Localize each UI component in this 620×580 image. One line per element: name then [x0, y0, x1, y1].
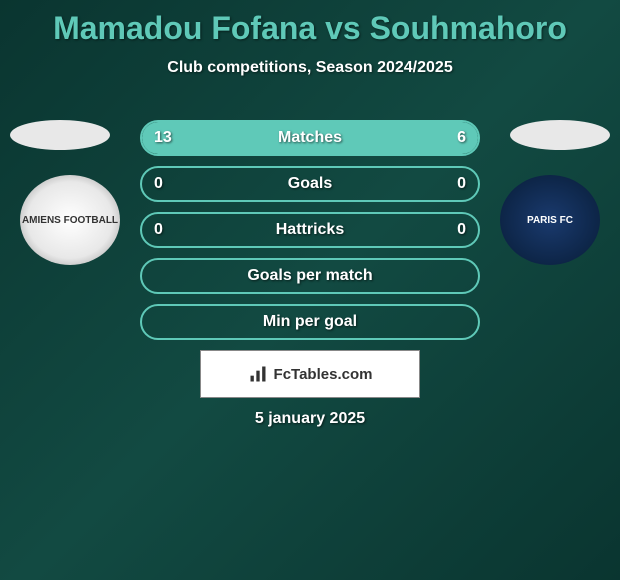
club-badge-right: PARIS FC [500, 175, 600, 265]
stat-label: Goals [142, 175, 478, 193]
club-badge-left: AMIENS FOOTBALL [20, 175, 120, 265]
page-title: Mamadou Fofana vs Souhmahoro [0, 0, 620, 47]
stat-label: Matches [142, 129, 478, 147]
stat-row-hattricks: 0 Hattricks 0 [140, 212, 480, 248]
stat-row-matches: 13 Matches 6 [140, 120, 480, 156]
stat-value-right: 0 [457, 175, 466, 193]
stat-label: Hattricks [142, 221, 478, 239]
stat-row-goals: 0 Goals 0 [140, 166, 480, 202]
stat-value-right: 0 [457, 221, 466, 239]
stat-value-right: 6 [457, 129, 466, 147]
watermark-text: FcTables.com [274, 366, 373, 383]
player-avatar-right [510, 120, 610, 150]
club-name-left: AMIENS FOOTBALL [22, 215, 118, 226]
stat-row-min-per-goal: Min per goal [140, 304, 480, 340]
stats-container: 13 Matches 6 0 Goals 0 0 Hattricks 0 Goa… [140, 120, 480, 350]
subtitle: Club competitions, Season 2024/2025 [0, 59, 620, 77]
stat-label: Min per goal [142, 313, 478, 331]
watermark: FcTables.com [200, 350, 420, 398]
player-avatar-left [10, 120, 110, 150]
stat-label: Goals per match [142, 267, 478, 285]
date: 5 january 2025 [0, 410, 620, 428]
chart-icon [248, 364, 268, 384]
stat-row-goals-per-match: Goals per match [140, 258, 480, 294]
club-name-right: PARIS FC [527, 215, 573, 226]
